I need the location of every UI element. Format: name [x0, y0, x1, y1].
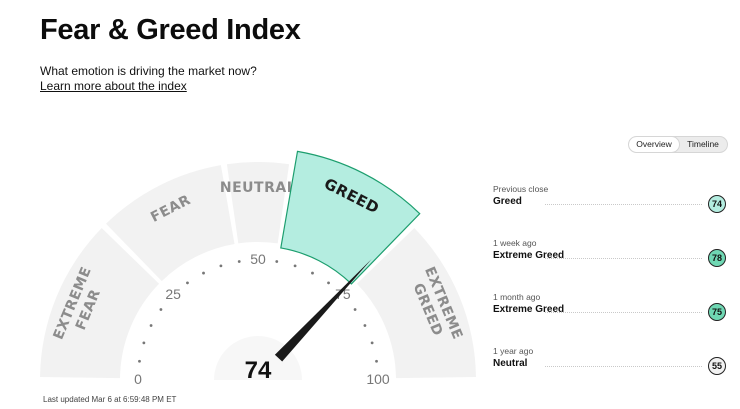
tick-dot — [375, 359, 378, 363]
dotted-leader — [545, 366, 702, 367]
score-badge: 75 — [708, 303, 726, 321]
history-row-1-month: 1 month ago Extreme Greed 75 — [493, 292, 728, 322]
tick-dot — [327, 281, 330, 285]
history-row-1-week: 1 week ago Extreme Greed 78 — [493, 238, 728, 268]
learn-more-link[interactable]: Learn more about the index — [40, 79, 187, 93]
history-label: 1 month ago — [493, 292, 541, 302]
tick-dot — [219, 264, 223, 268]
score-badge: 74 — [708, 195, 726, 213]
segment-extreme-fear — [40, 228, 160, 379]
gauge-hub — [214, 336, 302, 380]
history-row-1-year: 1 year ago Neutral 55 — [493, 346, 728, 376]
dotted-leader — [545, 204, 702, 205]
tab-timeline[interactable]: Timeline — [687, 139, 719, 149]
history-value: Neutral — [493, 358, 528, 369]
scale-label: 75 — [335, 286, 351, 302]
score-badge: 78 — [708, 249, 726, 267]
scale-label: 0 — [134, 371, 142, 385]
page-subtitle: What emotion is driving the market now? — [40, 64, 257, 78]
tick-dot — [363, 324, 367, 327]
history-value: Extreme Greed — [493, 250, 565, 261]
history-value: Greed — [493, 196, 522, 207]
tick-dot — [159, 308, 163, 311]
history-label: Previous close — [493, 184, 549, 194]
history-value: Extreme Greed — [493, 304, 565, 315]
dotted-leader — [545, 312, 702, 313]
scale-label: 50 — [250, 251, 266, 267]
tick-dot — [138, 359, 141, 363]
dotted-leader — [545, 258, 702, 259]
tick-dot — [275, 260, 279, 263]
history-label: 1 year ago — [493, 346, 534, 356]
tick-dot — [149, 324, 153, 327]
segment-extreme-greed — [356, 228, 476, 379]
segment-label-neutral: NEUTRAL — [220, 180, 296, 196]
tick-dot — [370, 341, 374, 345]
tick-dot — [353, 308, 357, 311]
gauge-value: 74 — [245, 357, 272, 384]
scale-label: 100 — [366, 371, 390, 385]
score-badge: 55 — [708, 357, 726, 375]
tick-dot — [186, 281, 189, 285]
tick-dot — [202, 271, 205, 275]
scale-label: 25 — [165, 286, 181, 302]
tick-dot — [142, 341, 146, 345]
tab-overview[interactable]: Overview — [629, 137, 679, 152]
tick-dot — [293, 264, 297, 268]
history-row-previous-close: Previous close Greed 74 — [493, 184, 728, 214]
tick-dot — [237, 260, 241, 263]
segment-greed — [280, 150, 421, 285]
segment-neutral — [226, 161, 290, 244]
segment-fear — [106, 165, 235, 282]
history-label: 1 week ago — [493, 238, 537, 248]
gauge-needle — [274, 258, 372, 362]
view-toggle: Overview Timeline — [628, 136, 728, 153]
gauge-inner — [140, 262, 376, 380]
tick-dot — [311, 271, 314, 275]
last-updated: Last updated Mar 6 at 6:59:48 PM ET — [43, 395, 177, 404]
page-title: Fear & Greed Index — [40, 14, 301, 46]
